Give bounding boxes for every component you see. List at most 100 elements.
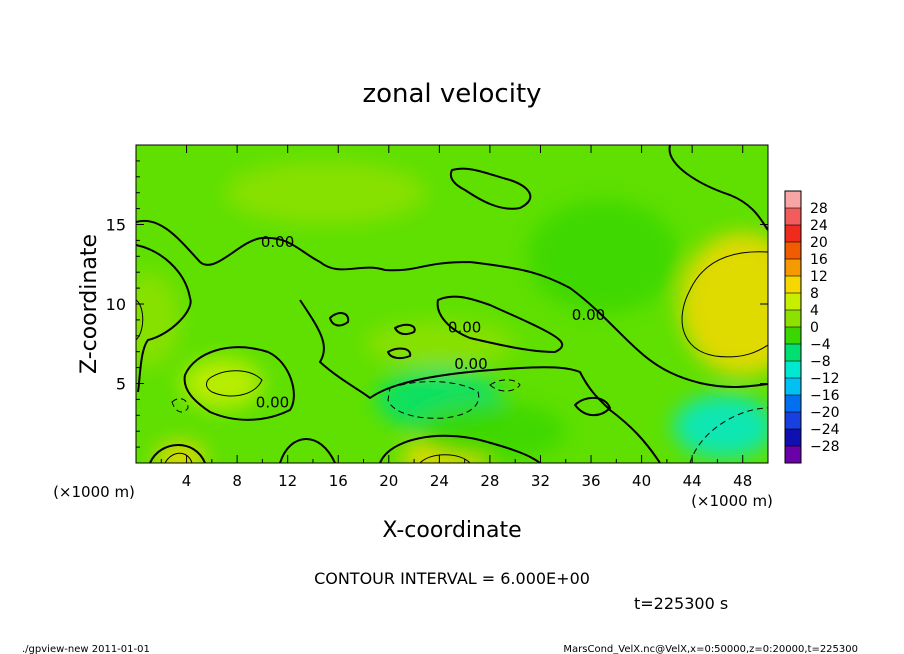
x-unit-label: (×1000 m)	[691, 492, 773, 510]
contour-zero-small-1	[574, 396, 611, 417]
contour-zero-right	[668, 145, 768, 231]
field-blob-2	[154, 442, 206, 463]
x-tick-label-4: 20	[379, 472, 398, 490]
colorbar-swatch-1	[785, 208, 801, 225]
contour-zero-island	[436, 295, 564, 353]
chart-title: zonal velocity	[362, 79, 541, 109]
colorbar-swatch-6	[785, 293, 801, 310]
plot-area	[136, 145, 768, 463]
x-axis-ticks: 4 8 12 16 20 24 28 32 36 40 44 48	[160, 145, 752, 490]
field-blob-6	[527, 200, 680, 312]
contour-zero-bottom-mid	[279, 438, 336, 463]
colorbar-swatch-0	[785, 191, 801, 208]
footer-left: ./gpview-new 2011-01-01	[22, 644, 150, 654]
contour-zero-left	[136, 244, 192, 393]
colorbar-label-2: 20	[810, 235, 828, 251]
colorbar-swatch-5	[785, 276, 801, 293]
contour-zero-small-2	[329, 312, 350, 327]
contour-label-0: 0.00	[261, 233, 294, 251]
x-tick-label-11: 48	[733, 472, 752, 490]
field-blob-8	[136, 272, 181, 368]
colorbar-swatch-2	[785, 225, 801, 242]
contour-negative-center-right	[489, 379, 521, 392]
x-tick-label-9: 40	[632, 472, 651, 490]
contour-interval-label: CONTOUR INTERVAL = 6.000E+00	[314, 569, 590, 588]
contour-negative-left	[171, 398, 189, 413]
contour-zero-small-4	[394, 323, 416, 336]
contour-negative-right	[689, 407, 768, 463]
field-blob-1	[181, 358, 263, 409]
colorbar-swatch-3	[785, 242, 801, 259]
contour-label-2: 0.00	[572, 306, 605, 324]
contour-zero-ring-left	[183, 346, 295, 421]
contour-positive-bottom-center	[419, 454, 471, 463]
colorbar-swatch-8	[785, 327, 801, 344]
colorbar-swatch-12	[785, 395, 801, 412]
contour-lines-negative	[171, 379, 768, 463]
contour-positive-right	[681, 251, 768, 358]
contour-positive-bottom-left	[164, 452, 193, 463]
colorbar-label-10: −12	[810, 371, 840, 387]
x-tick-label-7: 32	[531, 472, 550, 490]
contour-label-4: 0.00	[256, 393, 289, 411]
contour-zero-small-3	[387, 347, 412, 360]
x-tick-label-10: 44	[683, 472, 702, 490]
contour-lines	[136, 145, 768, 463]
contour-negative-center	[387, 381, 480, 419]
colorbar-swatch-14	[785, 429, 801, 446]
field-blob-9	[224, 160, 427, 225]
colorbar-label-9: −8	[810, 354, 831, 370]
x-tick-label-0: 4	[182, 472, 192, 490]
contour-lines-thin	[136, 251, 768, 463]
footer-right: MarsCond_VelX.nc@VelX,x=0:50000,z=0:2000…	[563, 644, 858, 654]
field-blob-10	[363, 319, 516, 368]
colorbar-label-7: 0	[810, 320, 819, 336]
colorbar-label-13: −24	[810, 422, 840, 438]
contour-zero-upper	[136, 219, 768, 388]
field-blob-0	[679, 232, 768, 376]
x-tick-label-6: 28	[480, 472, 499, 490]
y-tick-label-1: 10	[106, 295, 126, 314]
colorbar-label-0: 28	[810, 201, 828, 217]
x-tick-label-2: 12	[278, 472, 297, 490]
colorbar-label-14: −28	[810, 439, 840, 455]
colorbar-swatch-11	[785, 378, 801, 395]
y-unit-label: (×1000 m)	[53, 483, 135, 501]
colorbar-swatch-10	[785, 361, 801, 378]
y-tick-label-2: 15	[106, 216, 126, 235]
colorbar-swatch-7	[785, 310, 801, 327]
contour-label-1: 0.00	[448, 319, 481, 337]
contour-label-3: 0.00	[454, 355, 487, 373]
value-field	[136, 160, 768, 463]
colorbar-label-6: 4	[810, 303, 819, 319]
contour-zero-bottom-center	[379, 434, 541, 463]
y-axis-ticks: 5 10 15	[106, 160, 768, 448]
contour-labels: 0.00 0.00 0.00 0.00 0.00	[256, 233, 605, 412]
colorbar-label-8: −4	[810, 337, 831, 353]
x-tick-label-5: 24	[430, 472, 449, 490]
colorbar-label-4: 12	[810, 269, 828, 285]
x-tick-label-1: 8	[232, 472, 242, 490]
colorbar-swatch-4	[785, 259, 801, 276]
contour-zero-mid	[299, 299, 661, 463]
colorbar-label-11: −16	[810, 388, 840, 404]
colorbar-swatch-9	[785, 344, 801, 361]
time-label: t=225300 s	[634, 594, 728, 613]
colorbar-label-3: 16	[810, 252, 828, 268]
colorbar-label-1: 24	[810, 218, 828, 234]
x-tick-label-8: 36	[581, 472, 600, 490]
contour-zero-top-island	[449, 167, 532, 210]
field-blob-7	[414, 402, 566, 460]
contour-positive-left-edge	[136, 299, 144, 341]
x-axis-label: X-coordinate	[382, 518, 521, 543]
colorbar-label-5: 8	[810, 286, 819, 302]
contour-positive-left-ring	[206, 370, 263, 397]
y-axis-label: Z-coordinate	[77, 234, 102, 374]
contour-zero-bottom-left	[149, 444, 206, 463]
colorbar-swatch-15	[785, 446, 801, 463]
colorbar-label-12: −20	[810, 405, 840, 421]
field-blob-5	[673, 394, 768, 459]
colorbar-swatch-13	[785, 412, 801, 429]
